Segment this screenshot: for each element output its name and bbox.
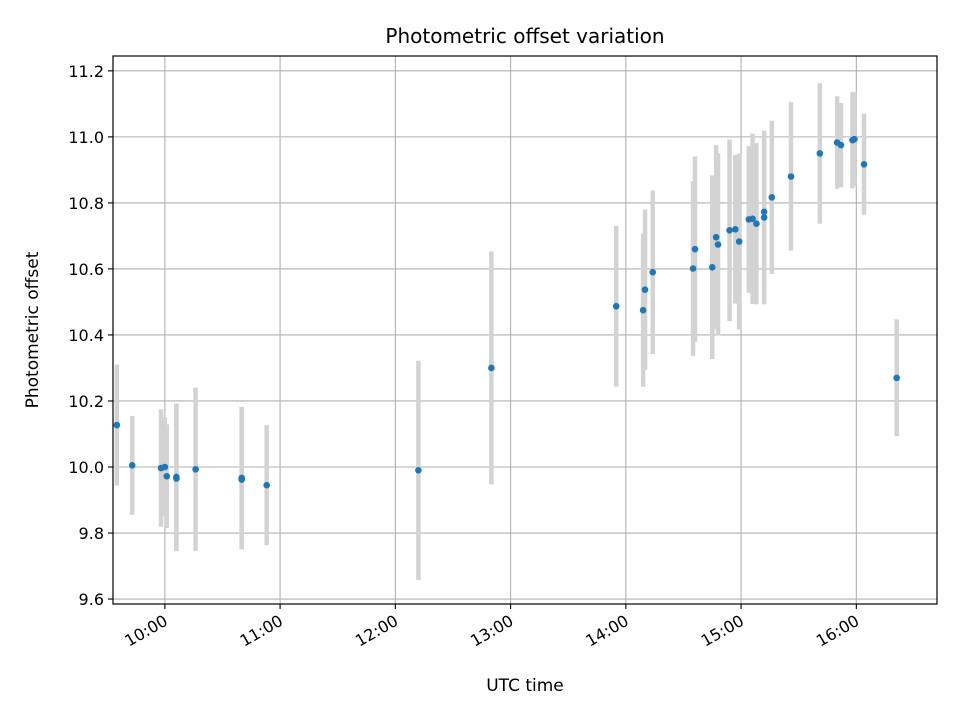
y-axis-label: Photometric offset bbox=[23, 251, 43, 408]
y-tick-label: 10.0 bbox=[68, 458, 104, 477]
y-tick-label: 10.4 bbox=[68, 326, 104, 345]
data-point bbox=[113, 421, 121, 429]
data-point bbox=[726, 227, 733, 234]
data-point bbox=[760, 208, 768, 216]
data-point bbox=[860, 160, 868, 168]
data-point bbox=[712, 233, 720, 241]
data-point bbox=[128, 462, 136, 469]
y-tick-label: 10.6 bbox=[68, 260, 104, 279]
data-point bbox=[708, 263, 716, 271]
data-point bbox=[851, 135, 858, 143]
data-point bbox=[649, 268, 657, 276]
y-tick-label: 10.2 bbox=[68, 392, 104, 411]
chart-title: Photometric offset variation bbox=[385, 24, 664, 48]
x-axis-label: UTC time bbox=[486, 676, 564, 696]
data-point bbox=[612, 302, 620, 310]
data-point bbox=[691, 245, 699, 253]
data-point bbox=[263, 481, 270, 489]
data-point bbox=[161, 463, 169, 471]
data-point bbox=[415, 467, 422, 474]
y-tick-label: 11.0 bbox=[68, 128, 104, 147]
data-point bbox=[163, 472, 171, 480]
data-point bbox=[641, 286, 649, 294]
y-tick-label: 11.2 bbox=[68, 62, 104, 81]
data-point bbox=[714, 241, 722, 248]
y-tick-label: 9.8 bbox=[79, 524, 104, 543]
data-point bbox=[488, 364, 495, 372]
data-point bbox=[893, 374, 900, 382]
data-point bbox=[238, 476, 245, 483]
data-point bbox=[760, 214, 768, 221]
data-point bbox=[689, 265, 697, 272]
y-tick-label: 9.6 bbox=[79, 590, 104, 609]
plot-frame bbox=[112, 55, 938, 605]
plot-area bbox=[113, 56, 937, 604]
data-point bbox=[768, 193, 776, 201]
data-point bbox=[732, 226, 739, 233]
data-point bbox=[787, 173, 795, 180]
data-point bbox=[837, 141, 845, 149]
grid bbox=[113, 56, 937, 604]
y-tick-label: 10.8 bbox=[68, 194, 104, 213]
data-point bbox=[749, 215, 756, 223]
data-points bbox=[113, 135, 900, 489]
data-point bbox=[173, 475, 180, 482]
data-point bbox=[192, 466, 199, 473]
data-point bbox=[639, 306, 647, 314]
data-point bbox=[753, 220, 760, 228]
data-point bbox=[735, 238, 743, 245]
data-point bbox=[816, 150, 824, 157]
y-axis: 9.6 9.8 10.0 10.2 10.4 10.6 10.8 11.0 11.2 bbox=[68, 62, 113, 609]
